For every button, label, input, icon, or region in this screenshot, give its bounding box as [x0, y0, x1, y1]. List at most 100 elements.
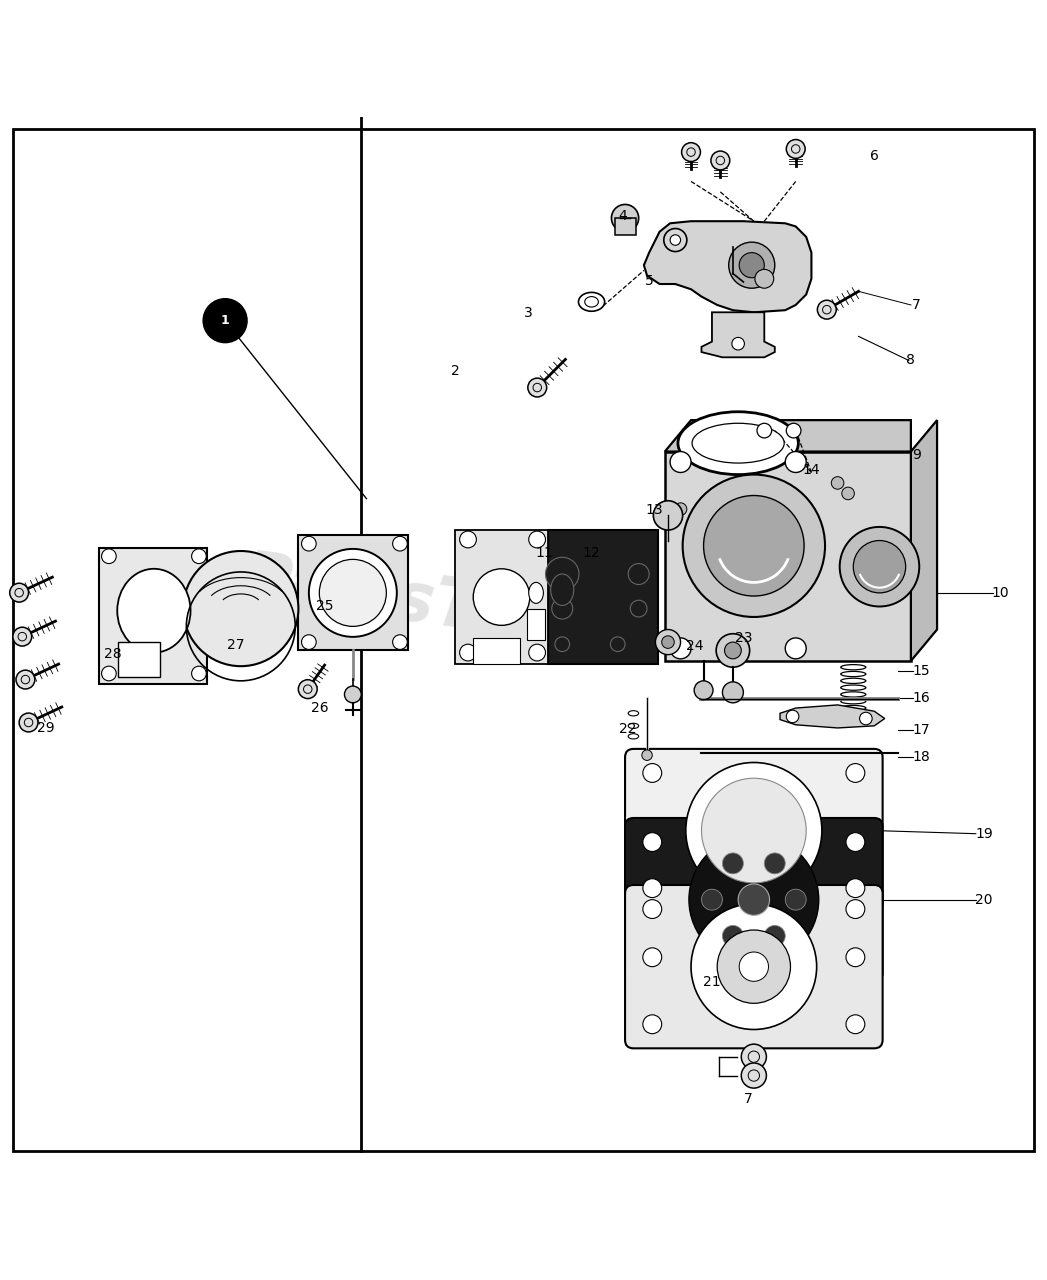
Text: 27: 27 [227, 639, 244, 653]
Circle shape [785, 637, 806, 659]
Text: 17: 17 [913, 723, 930, 737]
Circle shape [842, 488, 854, 499]
Circle shape [694, 681, 713, 700]
Circle shape [203, 298, 247, 343]
Circle shape [552, 598, 573, 620]
Circle shape [643, 900, 662, 919]
Circle shape [853, 540, 906, 593]
Ellipse shape [841, 672, 866, 677]
Circle shape [393, 536, 407, 550]
Circle shape [729, 242, 775, 288]
Circle shape [302, 536, 316, 550]
Ellipse shape [117, 568, 191, 653]
Ellipse shape [529, 582, 543, 603]
Circle shape [643, 764, 662, 782]
Circle shape [701, 890, 722, 910]
Circle shape [13, 627, 31, 646]
Circle shape [717, 931, 790, 1004]
Circle shape [192, 549, 206, 563]
Ellipse shape [677, 412, 798, 475]
Circle shape [643, 947, 662, 966]
Circle shape [687, 148, 695, 156]
Circle shape [643, 878, 662, 897]
Circle shape [555, 637, 570, 652]
Polygon shape [911, 420, 937, 660]
Ellipse shape [578, 292, 604, 311]
Text: 24: 24 [687, 639, 704, 653]
Circle shape [298, 680, 317, 699]
Circle shape [662, 636, 674, 649]
Circle shape [741, 1044, 766, 1069]
Circle shape [846, 900, 865, 919]
Circle shape [711, 151, 730, 170]
Bar [615, 218, 636, 234]
Circle shape [183, 550, 298, 666]
Circle shape [611, 205, 639, 232]
Text: 16: 16 [913, 691, 930, 704]
Circle shape [785, 452, 806, 472]
Circle shape [533, 383, 541, 392]
Circle shape [393, 635, 407, 649]
Bar [99, 548, 207, 684]
Circle shape [739, 252, 764, 278]
Ellipse shape [841, 699, 866, 704]
Bar [548, 530, 658, 664]
Circle shape [818, 301, 837, 319]
Circle shape [192, 666, 206, 681]
Bar [527, 608, 545, 640]
Circle shape [846, 1015, 865, 1034]
Circle shape [846, 833, 865, 851]
Circle shape [21, 676, 29, 684]
Circle shape [670, 452, 691, 472]
Ellipse shape [841, 664, 866, 669]
Circle shape [9, 584, 28, 602]
Circle shape [24, 718, 32, 727]
Ellipse shape [664, 229, 687, 252]
Circle shape [19, 713, 38, 732]
Circle shape [630, 600, 647, 617]
Circle shape [102, 549, 116, 563]
Circle shape [682, 142, 700, 161]
Text: 6: 6 [870, 150, 878, 164]
Bar [665, 452, 911, 660]
Ellipse shape [628, 723, 639, 728]
Circle shape [749, 1051, 759, 1062]
Text: 20: 20 [976, 892, 993, 906]
Circle shape [610, 637, 625, 652]
Polygon shape [701, 312, 775, 357]
Ellipse shape [692, 424, 784, 463]
Circle shape [15, 589, 23, 596]
Ellipse shape [841, 705, 866, 710]
Circle shape [846, 764, 865, 782]
FancyBboxPatch shape [625, 818, 883, 982]
Text: 26: 26 [311, 701, 328, 716]
Circle shape [722, 852, 743, 874]
Text: 2: 2 [451, 364, 460, 378]
Circle shape [643, 1015, 662, 1034]
Circle shape [846, 947, 865, 966]
Circle shape [545, 557, 579, 591]
Text: 7: 7 [744, 1092, 753, 1106]
Circle shape [738, 884, 770, 915]
Circle shape [823, 306, 831, 314]
Ellipse shape [584, 297, 599, 307]
Circle shape [725, 643, 741, 659]
Ellipse shape [628, 733, 639, 739]
Circle shape [319, 559, 386, 626]
Ellipse shape [841, 685, 866, 690]
Circle shape [655, 630, 681, 654]
Bar [298, 535, 408, 650]
Text: 10: 10 [992, 586, 1008, 600]
Circle shape [683, 475, 825, 617]
Text: 25: 25 [316, 599, 333, 613]
Circle shape [716, 634, 750, 667]
Circle shape [732, 338, 744, 349]
Circle shape [704, 495, 804, 596]
Ellipse shape [670, 234, 681, 246]
Ellipse shape [841, 719, 866, 724]
Bar [118, 643, 160, 677]
Circle shape [102, 666, 116, 681]
Text: 18: 18 [913, 750, 930, 764]
Ellipse shape [551, 573, 574, 605]
Circle shape [860, 712, 872, 724]
